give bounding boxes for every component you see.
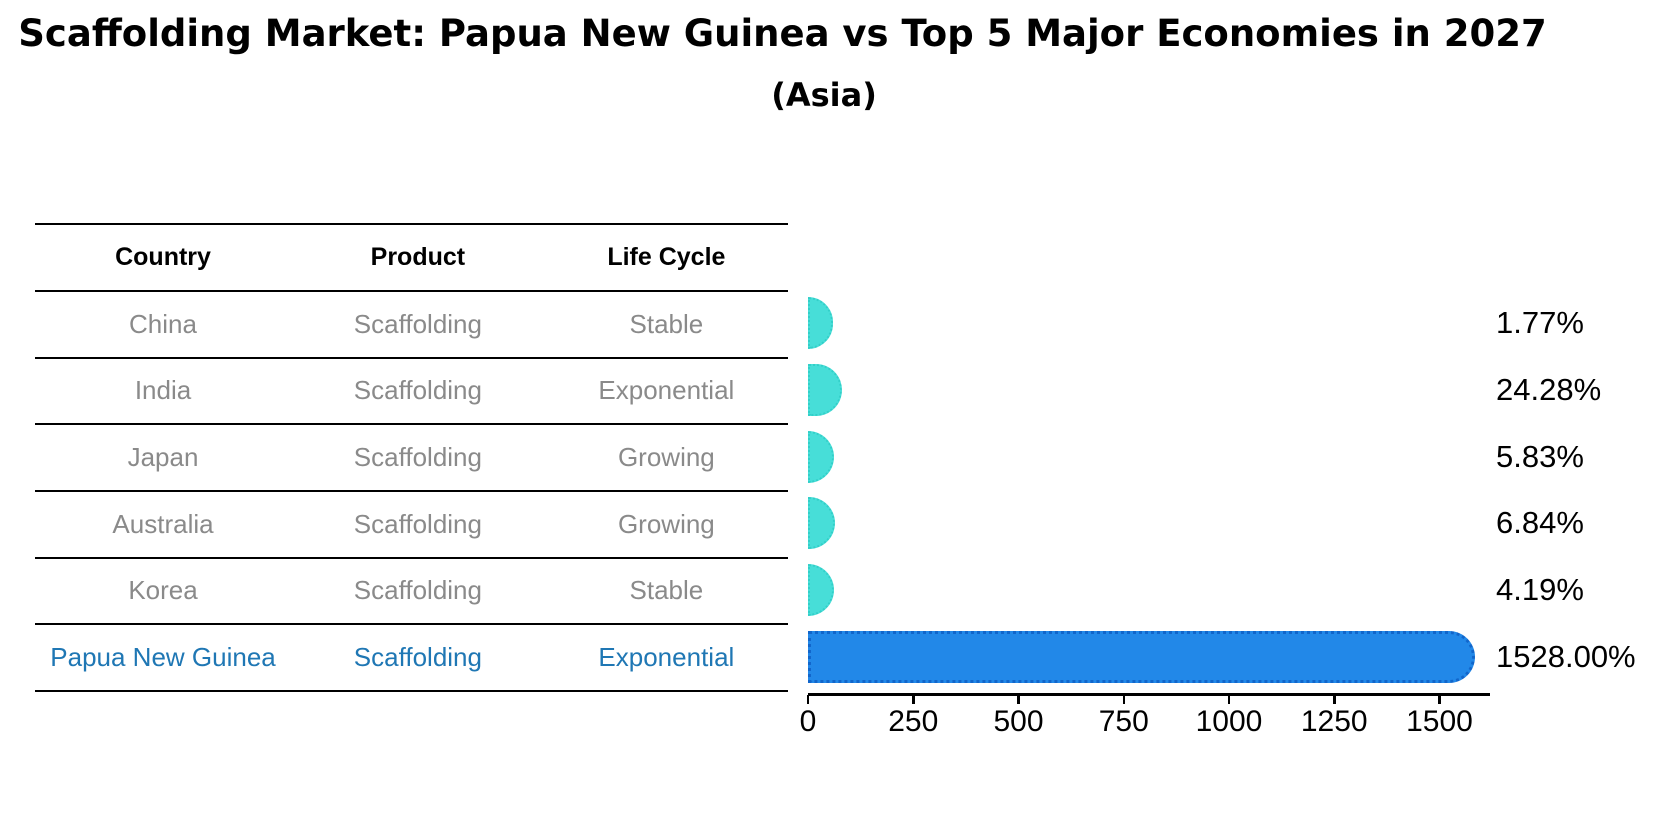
table-cell-life_cycle: Stable	[629, 308, 704, 339]
table-row-australia: Australia Scaffolding Growing	[35, 492, 788, 559]
x-axis-tick-label: 1000	[1195, 705, 1263, 738]
table-cell-country: Korea	[128, 575, 198, 606]
table-row-korea: Korea Scaffolding Stable	[35, 559, 788, 626]
bar-papua-new-guinea	[808, 630, 1476, 683]
value-label-china: 1.77%	[1496, 305, 1584, 341]
table-header-row: Country Product Life Cycle	[35, 225, 788, 292]
table-cell-country: India	[134, 375, 192, 406]
table-cell-life_cycle: Exponential	[598, 642, 735, 673]
bar-chart: 1.77% 24.28% 5.83% 6.84% 4.19% 1528.00% 0 250 50…	[800, 290, 1654, 823]
bar-korea	[808, 564, 834, 616]
x-axis-tick	[1333, 695, 1336, 704]
table-header-cell-product: Product	[370, 243, 466, 271]
x-axis-tick	[1438, 695, 1441, 704]
x-axis-tick-label: 1500	[1406, 705, 1473, 738]
value-label-india: 24.28%	[1496, 372, 1602, 407]
table-cell-product: Scaffolding	[353, 508, 482, 539]
bar-china	[808, 297, 833, 350]
bar-australia	[808, 497, 835, 550]
table-cell-product: Scaffolding	[353, 308, 482, 339]
table-header-cell-life_cycle: Life Cycle	[607, 243, 726, 271]
chart-subtitle: (Asia)	[771, 76, 877, 114]
table-cell-country: Papua New Guinea	[50, 642, 276, 673]
x-axis-tick	[912, 695, 915, 704]
table-cell-life_cycle: Growing	[617, 442, 715, 473]
table-row-india: India Scaffolding Exponential	[35, 359, 788, 426]
value-label-korea: 4.19%	[1496, 572, 1584, 607]
value-label-papua-new-guinea: 1528.00%	[1496, 638, 1636, 674]
x-axis-tick-label: 1250	[1300, 705, 1368, 738]
table-row-china: China Scaffolding Stable	[35, 292, 788, 359]
x-axis-tick-label: 750	[1098, 705, 1149, 738]
table-cell-life_cycle: Growing	[617, 508, 715, 539]
x-axis-tick-label: 500	[993, 705, 1044, 738]
x-axis-tick-label: 0	[799, 705, 817, 738]
value-label-australia: 6.84%	[1496, 505, 1584, 541]
table-row-papua-new-guinea: Papua New Guinea Scaffolding Exponential	[35, 625, 788, 692]
table-row-japan: Japan Scaffolding Growing	[35, 425, 788, 492]
x-axis-tick	[1017, 695, 1020, 704]
table-cell-country: Australia	[112, 508, 214, 539]
table-header-cell-country: Country	[115, 243, 211, 271]
value-label-japan: 5.83%	[1496, 438, 1584, 474]
table-cell-life_cycle: Exponential	[598, 375, 735, 406]
x-axis-tick	[1122, 695, 1125, 704]
table-cell-country: China	[129, 308, 197, 339]
chart-title: Scaffolding Market: Papua New Guinea vs …	[18, 12, 1547, 55]
market-table: Country Product Life Cycle China Scaffoldin…	[35, 223, 788, 692]
x-axis-tick-label: 250	[888, 705, 939, 738]
x-axis-tick	[806, 695, 810, 704]
table-cell-product: Scaffolding	[353, 575, 482, 606]
bar-india	[808, 364, 843, 416]
table-cell-country: Japan	[127, 442, 199, 473]
bar-japan	[808, 430, 835, 483]
table-cell-life_cycle: Stable	[629, 575, 704, 606]
table-cell-product: Scaffolding	[353, 442, 482, 473]
table-cell-product: Scaffolding	[353, 642, 482, 673]
x-axis-line	[808, 693, 1490, 696]
x-axis-tick	[1227, 695, 1231, 704]
table-cell-product: Scaffolding	[353, 375, 482, 406]
